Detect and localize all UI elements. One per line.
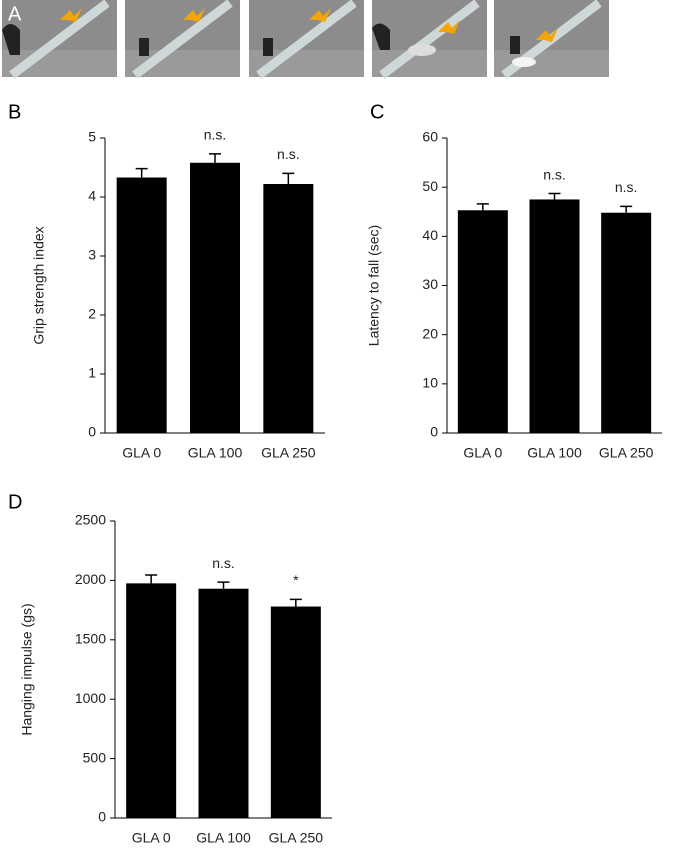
annotation: n.s.	[615, 179, 638, 195]
error-bar	[282, 172, 295, 185]
bar	[263, 184, 314, 433]
y-tick-label: 20	[422, 325, 438, 341]
y-axis-label: Latency to fall (sec)	[366, 225, 382, 346]
panel-label: A	[8, 3, 22, 25]
error-bar	[217, 581, 230, 589]
y-tick-label: 3	[88, 247, 96, 263]
y-tick-label: 50	[422, 178, 438, 194]
y-tick-label: 2000	[75, 571, 106, 587]
bar	[190, 162, 240, 433]
error-bar	[135, 167, 148, 178]
x-tick-label: GLA 250	[261, 445, 316, 461]
annotation: *	[293, 572, 299, 588]
y-tick-label: 60	[422, 129, 438, 145]
y-tick-label: 40	[422, 227, 438, 243]
bar	[198, 588, 249, 818]
x-tick-label: GLA 100	[188, 445, 243, 461]
y-tick-label: 4	[88, 188, 96, 204]
error-bar	[620, 205, 633, 213]
x-tick-label: GLA 250	[599, 445, 654, 461]
y-axis-label: Grip strength index	[31, 226, 47, 344]
y-tick-label: 1500	[75, 631, 106, 647]
y-tick-label: 0	[88, 424, 96, 440]
annotation: n.s.	[212, 555, 235, 571]
x-tick-label: GLA 100	[196, 830, 251, 846]
y-tick-label: 5	[88, 129, 96, 145]
bar	[270, 606, 321, 818]
y-tick-label: 0	[430, 424, 438, 440]
photo-strip	[2, 0, 609, 79]
bar	[126, 583, 177, 818]
error-bar	[548, 192, 561, 200]
y-tick-label: 500	[83, 749, 107, 765]
panel-label: C	[370, 101, 384, 123]
annotation: n.s.	[543, 166, 566, 182]
y-tick-label: 1	[88, 365, 96, 381]
bar	[457, 210, 508, 433]
bar	[601, 212, 652, 433]
error-bar	[145, 574, 158, 584]
y-tick-label: 2	[88, 306, 96, 322]
bar	[116, 177, 167, 433]
y-axis-label: Hanging impulse (gs)	[19, 603, 35, 735]
x-tick-label: GLA 0	[132, 830, 171, 846]
x-tick-label: GLA 0	[122, 445, 161, 461]
bar	[529, 199, 580, 433]
y-tick-label: 10	[422, 375, 438, 391]
panel-label: D	[8, 491, 22, 513]
annotation: n.s.	[204, 127, 227, 143]
y-tick-label: 30	[422, 276, 438, 292]
error-bar	[289, 598, 302, 607]
x-tick-label: GLA 250	[269, 830, 324, 846]
annotation: n.s.	[277, 146, 300, 162]
error-bar	[209, 153, 221, 163]
y-tick-label: 1000	[75, 690, 106, 706]
x-tick-label: GLA 0	[463, 445, 502, 461]
y-tick-label: 2500	[75, 512, 106, 528]
y-tick-label: 0	[98, 809, 106, 825]
x-tick-label: GLA 100	[527, 445, 582, 461]
error-bar	[476, 203, 489, 211]
panel-label: B	[8, 101, 21, 123]
